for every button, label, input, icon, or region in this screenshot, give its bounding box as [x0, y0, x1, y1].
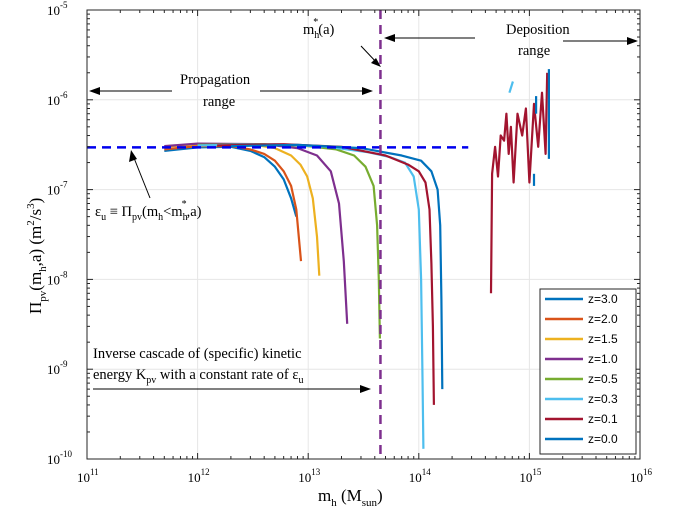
- epsilon-arrow-shaft: [133, 157, 151, 199]
- legend-label: z=1.5: [588, 332, 618, 346]
- guide-layer: [87, 10, 469, 459]
- svg-text:mh (Msun): mh (Msun): [318, 486, 383, 508]
- legend-label: z=0.5: [588, 372, 618, 386]
- epsilon-arrowhead: [129, 150, 137, 162]
- legend-box: [539, 288, 637, 455]
- propagation-arrowhead-left: [89, 87, 100, 95]
- x-tick-label: 1012: [188, 467, 210, 485]
- plot-area: [87, 10, 551, 459]
- legend-label: z=1.0: [588, 352, 618, 366]
- axes-box: [86, 9, 641, 460]
- propagation-label-line1: Propagation: [180, 72, 251, 88]
- y-tick-label: 10-5: [47, 0, 68, 18]
- deposition-label-line2: range: [518, 43, 550, 59]
- deposition-segment: [489, 72, 549, 294]
- axis-ticks: 1011 1012 1013 1014 1015 1016 10-10 10-9 10-8 10-…: [47, 0, 653, 485]
- x-tick-label: 1011: [77, 467, 99, 485]
- legend-label: z=0.3: [588, 392, 618, 406]
- x-tick-label: 1013: [298, 467, 321, 485]
- deposition-arrowhead-right: [627, 37, 638, 45]
- series-layer: [164, 69, 551, 449]
- svg-text:Πpv(mh,a) (m2/s3): Πpv(mh,a) (m2/s3): [25, 198, 49, 314]
- y-tick-label: 10-7: [47, 180, 68, 198]
- legend-label: z=0.0: [588, 432, 618, 446]
- mh-star-label: mh*(a): [303, 17, 335, 41]
- x-tick-label: 1014: [409, 467, 432, 485]
- propagation-arrowhead-right: [362, 87, 373, 95]
- y-tick-label: 10-10: [47, 449, 72, 467]
- y-tick-label: 10-9: [47, 359, 68, 377]
- y-tick-label: 10-8: [47, 269, 68, 287]
- x-tick-label: 1015: [519, 467, 542, 485]
- deposition-label-line1: Deposition: [506, 22, 570, 38]
- epsilon-label: εu ≡ Πpv(mh<mh*,a): [95, 199, 202, 223]
- propagation-label-line2: range: [203, 94, 235, 110]
- x-axis-label: mh (Msun): [318, 486, 383, 508]
- cascade-arrowhead: [360, 385, 371, 393]
- cascade-label-line2: energy Kpv with a constant rate of εu: [93, 367, 303, 386]
- y-tick-label: 10-6: [47, 90, 68, 108]
- mh-star-arrowhead: [371, 58, 381, 67]
- legend: z=3.0 z=2.0 z=1.5 z=1.0 z=0.5 z=0.3 z=0.1 z=0.0: [539, 288, 637, 455]
- deposition-arrowhead-left: [384, 34, 395, 42]
- y-axis-label: Πpv(mh,a) (m2/s3): [25, 198, 49, 314]
- x-tick-label: 1016: [630, 467, 653, 485]
- legend-label: z=2.0: [588, 312, 618, 326]
- deposition-segment: [508, 81, 514, 94]
- annotations: mh*(a) Deposition range Propagation rang…: [89, 17, 638, 393]
- legend-label: z=3.0: [588, 292, 618, 306]
- cascade-label-line1: Inverse cascade of (specific) kinetic: [93, 346, 302, 362]
- legend-label: z=0.1: [588, 412, 618, 426]
